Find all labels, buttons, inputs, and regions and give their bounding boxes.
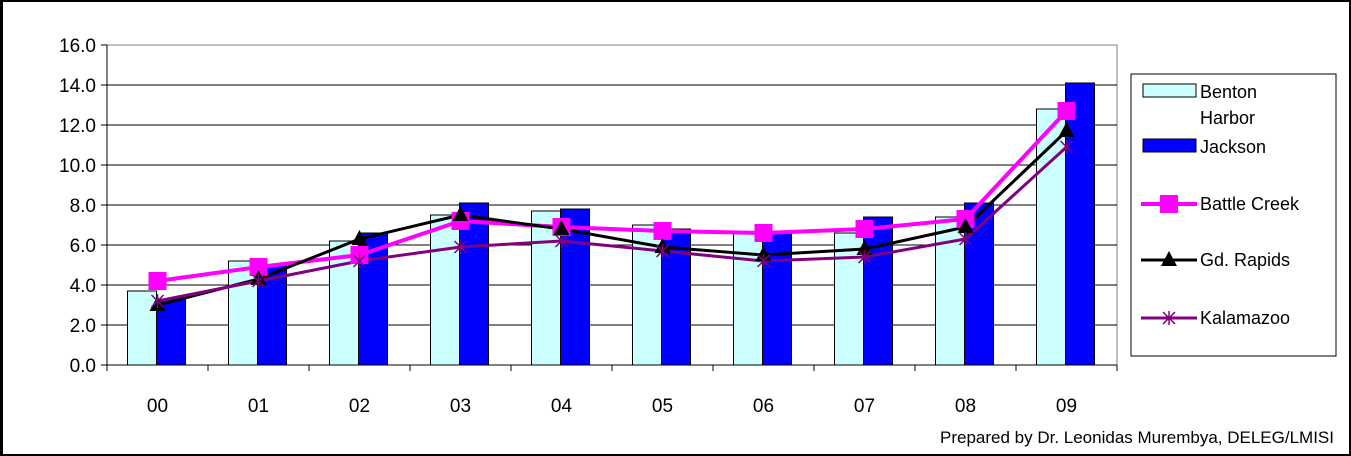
marker-kalamazoo (1059, 140, 1074, 154)
bar-benton-harbor (228, 260, 258, 366)
y-tick-label: 10.0 (59, 156, 96, 177)
legend-label-jackson: Jackson (1200, 137, 1266, 157)
legend-label-benton-harbor-line1: Benton (1200, 82, 1257, 102)
bar-jackson (863, 216, 893, 366)
bar-jackson (762, 230, 792, 366)
x-tick-label: 01 (248, 396, 269, 417)
line-battle-creek (157, 109, 1068, 283)
legend: Benton Harbor Jackson Battle Creek Gd. Rapid… (1130, 73, 1337, 357)
marker-battle-creek (855, 220, 874, 238)
marker-gd-rapids (452, 206, 469, 221)
y-tick-label: 6.0 (70, 236, 96, 257)
y-tick-label: 12.0 (59, 116, 96, 137)
marker-kalamazoo (251, 274, 266, 288)
bar-benton-harbor (127, 290, 157, 366)
legend-label-gd-rapids: Gd. Rapids (1200, 250, 1290, 270)
legend-label-battle-creek: Battle Creek (1200, 194, 1300, 214)
marker-kalamazoo (756, 254, 771, 268)
marker-gd-rapids (553, 220, 570, 235)
credit-text: Prepared by Dr. Leonidas Murembya, DELEG… (940, 428, 1334, 447)
marker-battle-creek (1057, 102, 1076, 120)
y-tick-label: 14.0 (59, 76, 96, 97)
marker-gd-rapids (856, 240, 873, 255)
marker-gd-rapids (351, 230, 368, 245)
marker-kalamazoo (857, 250, 872, 264)
y-tick-label: 0.0 (70, 356, 96, 377)
marker-battle-creek (653, 222, 672, 240)
x-tick-label: 05 (652, 396, 673, 417)
y-tick-label: 16.0 (59, 36, 96, 57)
bar-jackson (1065, 82, 1095, 366)
marker-battle-creek (249, 258, 268, 276)
y-tick-label: 2.0 (70, 316, 96, 337)
marker-kalamazoo (453, 240, 468, 254)
x-tick-label: 02 (349, 396, 370, 417)
x-tick-label: 09 (1056, 396, 1077, 417)
marker-kalamazoo (655, 244, 670, 258)
x-tick-label: 06 (753, 396, 774, 417)
y-tick-label: 4.0 (70, 276, 96, 297)
legend-marker-kalamazoo (1162, 311, 1176, 325)
legend-swatch-jackson (1142, 138, 1197, 153)
marker-kalamazoo (352, 254, 367, 268)
legend-marker-battle-creek (1160, 195, 1178, 213)
marker-battle-creek (148, 272, 167, 290)
marker-battle-creek (754, 224, 773, 242)
x-tick-label: 00 (147, 396, 168, 417)
plot-area: 0.0 2.0 4.0 6.0 8.0 10.0 12.0 14.0 16.0 00 01 02 03 0… (59, 36, 1118, 417)
marker-kalamazoo (958, 232, 973, 246)
legend-swatch-benton-harbor (1142, 83, 1197, 98)
line-kalamazoo (157, 145, 1068, 303)
x-tick-label: 04 (551, 396, 573, 417)
marker-kalamazoo (554, 234, 569, 248)
x-tick-label: 03 (450, 396, 471, 417)
bar-benton-harbor (430, 214, 460, 366)
legend-label-benton-harbor-line2: Harbor (1200, 108, 1255, 128)
y-tick-label: 8.0 (70, 196, 96, 217)
x-tick-label: 08 (955, 396, 976, 417)
marker-gd-rapids (1058, 122, 1075, 137)
legend-label-kalamazoo: Kalamazoo (1200, 308, 1290, 328)
legend-marker-gd-rapids (1161, 251, 1177, 266)
x-tick-label: 07 (854, 396, 875, 417)
marker-kalamazoo (150, 294, 165, 308)
marker-gd-rapids (957, 218, 974, 233)
line-gd-rapids (157, 129, 1068, 307)
